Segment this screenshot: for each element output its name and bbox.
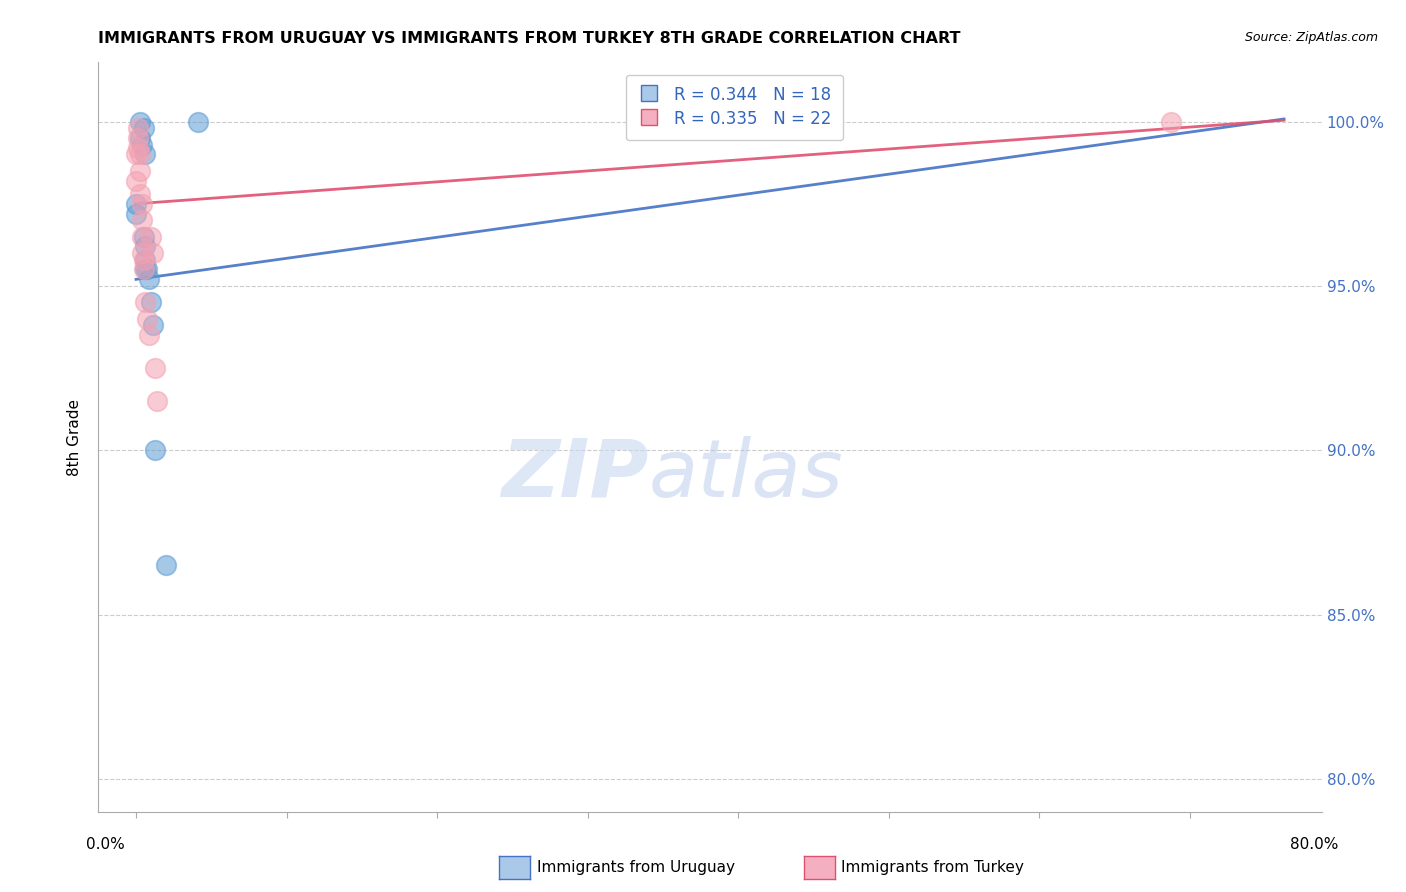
Point	[134, 239, 156, 253]
Point	[187, 114, 209, 128]
Text: ZIP: ZIP	[502, 435, 650, 514]
Text: atlas: atlas	[650, 435, 844, 514]
Point	[125, 174, 148, 188]
Point	[128, 186, 150, 201]
Text: Source: ZipAtlas.com: Source: ZipAtlas.com	[1244, 31, 1378, 45]
Text: Immigrants from Turkey: Immigrants from Turkey	[841, 861, 1024, 875]
Point	[139, 295, 162, 310]
Point	[127, 131, 149, 145]
Point	[128, 164, 150, 178]
Point	[132, 262, 155, 277]
Point	[128, 147, 150, 161]
Point	[132, 229, 155, 244]
Point	[134, 295, 156, 310]
Point	[131, 137, 153, 152]
Y-axis label: 8th Grade: 8th Grade	[67, 399, 83, 475]
Point	[134, 262, 156, 277]
Point	[134, 147, 156, 161]
Point	[125, 147, 148, 161]
Point	[1160, 114, 1182, 128]
Point	[127, 121, 149, 136]
Point	[136, 311, 159, 326]
Point	[128, 114, 150, 128]
Point	[127, 141, 149, 155]
Point	[131, 229, 153, 244]
Point	[138, 272, 160, 286]
Point	[131, 246, 153, 260]
Point	[131, 213, 153, 227]
Point	[125, 196, 148, 211]
Point	[145, 393, 167, 408]
Point	[142, 246, 165, 260]
Point	[134, 252, 156, 267]
Point	[132, 252, 155, 267]
Point	[132, 121, 155, 136]
Point	[142, 318, 165, 333]
Point	[138, 328, 160, 343]
Point	[128, 131, 150, 145]
Point	[125, 206, 148, 220]
Text: 80.0%: 80.0%	[1291, 838, 1339, 852]
Text: 0.0%: 0.0%	[86, 838, 125, 852]
Point	[143, 443, 166, 458]
Point	[136, 262, 159, 277]
Point	[139, 229, 162, 244]
Text: IMMIGRANTS FROM URUGUAY VS IMMIGRANTS FROM TURKEY 8TH GRADE CORRELATION CHART: IMMIGRANTS FROM URUGUAY VS IMMIGRANTS FR…	[98, 31, 960, 46]
Text: Immigrants from Uruguay: Immigrants from Uruguay	[537, 861, 735, 875]
Legend: R = 0.344   N = 18, R = 0.335   N = 22: R = 0.344 N = 18, R = 0.335 N = 22	[626, 75, 844, 140]
Point	[155, 558, 177, 573]
Point	[143, 361, 166, 376]
Point	[131, 196, 153, 211]
